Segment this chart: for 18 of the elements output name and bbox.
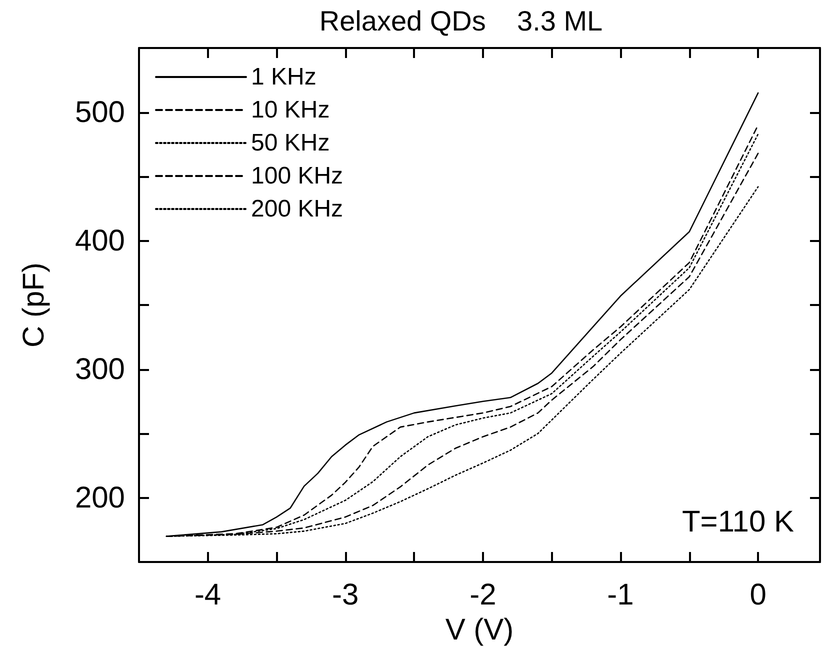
chart-title: Relaxed QDs 3.3 ML	[319, 6, 603, 36]
x-axis-title: V (V)	[445, 613, 514, 646]
x-tick-label: -1	[607, 578, 634, 612]
y-tick-label: 400	[74, 224, 125, 258]
legend-label: 200 KHz	[251, 196, 344, 222]
x-tick-label: -3	[332, 578, 359, 612]
legend-label: 50 KHz	[251, 130, 330, 156]
x-tick-label: 0	[750, 578, 766, 612]
y-tick-label: 500	[74, 96, 125, 129]
legend-label: 100 KHz	[251, 162, 344, 190]
legend-label: 1 KHz	[251, 64, 316, 90]
x-tick-label: -2	[470, 578, 496, 612]
y-tick-label: 200	[74, 481, 125, 514]
y-axis-title: C (pF)	[18, 262, 50, 348]
x-tick-label: -4	[194, 578, 222, 612]
legend-label: 10 KHz	[251, 96, 330, 124]
annotation: T=110 K	[682, 506, 794, 538]
y-tick-label: 300	[74, 352, 125, 386]
